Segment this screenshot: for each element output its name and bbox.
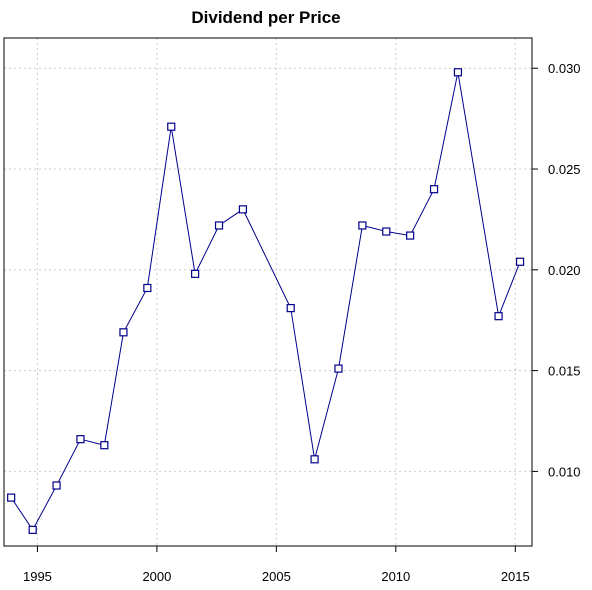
y-tick-label-2: 0.020 xyxy=(548,263,581,278)
data-point-11 xyxy=(286,304,295,313)
data-point-5 xyxy=(119,328,128,337)
y-tick-label-3: 0.025 xyxy=(548,162,581,177)
x-tick-label-2010: 2010 xyxy=(381,569,410,584)
data-point-7 xyxy=(167,122,176,131)
plot-frame xyxy=(3,37,533,547)
data-point-8 xyxy=(191,269,200,278)
data-point-18 xyxy=(453,68,463,77)
x-tick-label-2000: 2000 xyxy=(142,569,171,584)
series-line xyxy=(10,72,521,531)
data-point-15 xyxy=(382,227,391,236)
grid xyxy=(4,38,532,546)
data-point-3 xyxy=(76,435,85,444)
y-tick-label-4: 0.030 xyxy=(548,61,581,76)
data-point-2 xyxy=(52,481,61,490)
data-point-10 xyxy=(238,205,248,214)
data-point-4 xyxy=(100,441,109,450)
x-tick-label-2015: 2015 xyxy=(501,569,530,584)
data-point-13 xyxy=(334,364,343,373)
y-tick-label-1: 0.015 xyxy=(548,364,581,379)
data-point-20 xyxy=(515,257,525,266)
y-tick-label-0: 0.010 xyxy=(548,464,581,479)
x-tick-label-2005: 2005 xyxy=(262,569,291,584)
data-point-1 xyxy=(28,525,37,534)
data-point-6 xyxy=(143,283,152,293)
data-point-12 xyxy=(310,455,319,464)
data-point-16 xyxy=(406,231,415,240)
data-point-17 xyxy=(429,185,439,194)
series-dividend-per-price xyxy=(7,68,525,534)
data-point-14 xyxy=(358,221,367,230)
data-point-19 xyxy=(494,312,503,321)
data-point-0 xyxy=(7,493,16,502)
x-tick-label-1995: 1995 xyxy=(23,569,52,584)
data-point-9 xyxy=(214,221,224,230)
chart-title: Dividend per Price xyxy=(191,8,341,27)
axes: 1995 2000 2005 2010 2015 0.010 0.015 0.020 0.025… xyxy=(23,61,581,584)
